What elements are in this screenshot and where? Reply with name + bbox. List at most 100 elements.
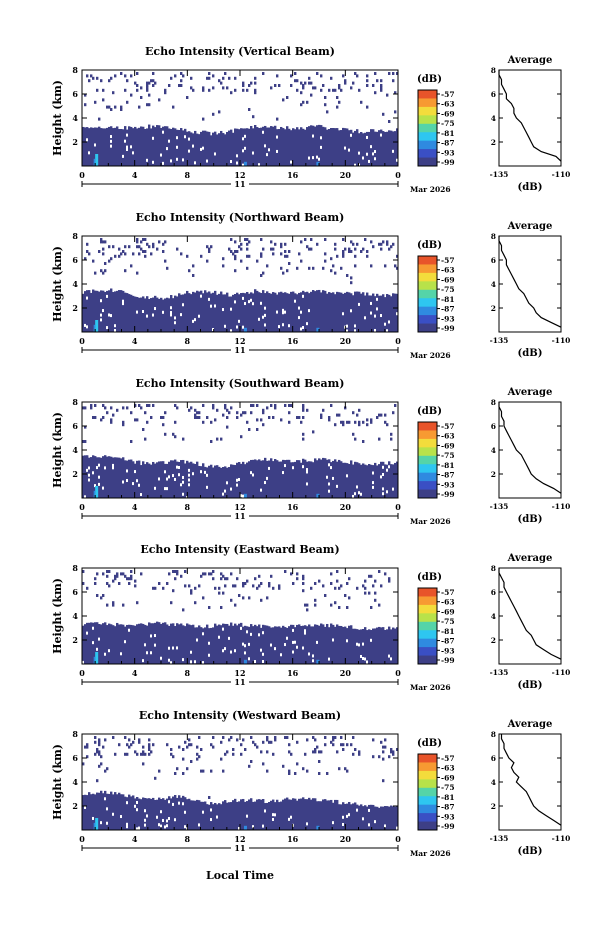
- echo-column: [234, 465, 237, 498]
- colorbar-unit: (dB): [417, 738, 442, 749]
- colorbar-tick-label: -75: [441, 783, 455, 792]
- colorbar-segment: [418, 256, 437, 265]
- echo-column: [200, 466, 203, 498]
- echo-column: [146, 296, 149, 332]
- echo-speckle: [136, 752, 139, 756]
- echo-gap: [308, 309, 311, 313]
- echo-column: [198, 465, 201, 498]
- echo-gap: [182, 303, 185, 307]
- echo-column: [252, 459, 255, 498]
- echo-speckle: [222, 86, 225, 90]
- echo-column: [320, 125, 323, 166]
- echo-column: [280, 627, 283, 664]
- x-tick-label: 8: [185, 336, 191, 346]
- echo-gap: [82, 660, 85, 664]
- y-tick-label: 2: [72, 303, 78, 313]
- echo-gap: [162, 161, 165, 165]
- echo-column: [182, 795, 185, 830]
- echo-column: [112, 128, 115, 166]
- echo-column: [380, 129, 383, 166]
- echo-speckle: [162, 423, 165, 427]
- echo-column: [362, 133, 365, 166]
- echo-speckle: [150, 750, 153, 754]
- echo-gap: [306, 468, 309, 472]
- echo-column: [128, 794, 131, 830]
- echo-speckle: [100, 269, 103, 273]
- echo-speckle: [110, 418, 113, 422]
- echo-speckle: [274, 406, 277, 410]
- date-label: Mar 2026: [410, 185, 451, 194]
- echo-gap: [128, 628, 131, 632]
- echo-speckle: [380, 242, 383, 246]
- echo-speckle: [164, 240, 167, 244]
- echo-gap: [292, 628, 295, 632]
- echo-gap: [134, 470, 137, 474]
- strong-echo-streak: [316, 327, 320, 332]
- echo-speckle: [314, 603, 317, 607]
- echo-column: [224, 134, 227, 166]
- strong-echo-streak: [93, 656, 96, 664]
- echo-column: [354, 461, 357, 498]
- echo-column: [314, 798, 317, 830]
- echo-gap: [242, 149, 245, 153]
- echo-column: [164, 126, 167, 166]
- echo-speckle: [352, 432, 355, 436]
- echo-column: [124, 292, 127, 332]
- inset-profile-line: [498, 236, 562, 328]
- echo-gap: [176, 145, 179, 149]
- date-label-bg: [231, 677, 249, 687]
- echo-column: [358, 463, 361, 498]
- echo-column: [104, 128, 107, 166]
- echo-gap: [352, 494, 355, 498]
- inset-x-tick-label: -135: [490, 502, 509, 511]
- echo-column: [96, 290, 99, 332]
- colorbar-tick-label: -57: [441, 422, 455, 431]
- echo-speckle: [232, 584, 235, 588]
- echo-column: [196, 461, 199, 498]
- echo-speckle: [240, 259, 243, 263]
- echo-speckle: [206, 259, 209, 263]
- echo-speckle: [86, 250, 89, 253]
- inset-frame: [498, 733, 562, 831]
- echo-gap: [274, 647, 277, 651]
- echo-speckle: [146, 420, 149, 424]
- echo-column: [246, 626, 249, 664]
- echo-speckle: [170, 752, 173, 756]
- echo-speckle: [340, 266, 343, 270]
- echo-speckle: [228, 738, 231, 742]
- echo-column: [204, 290, 207, 332]
- echo-gap: [330, 466, 333, 470]
- echo-column: [268, 460, 271, 498]
- echo-column: [160, 461, 163, 498]
- echo-gap: [396, 826, 399, 830]
- echo-speckle: [158, 98, 161, 102]
- echo-speckle: [288, 772, 291, 775]
- echo-gap: [354, 329, 357, 333]
- echo-column: [242, 461, 245, 498]
- echo-column: [274, 626, 277, 664]
- echo-speckle: [248, 84, 251, 87]
- strong-echo-streak: [243, 327, 247, 332]
- echo-speckle: [212, 112, 215, 116]
- echo-column: [290, 799, 293, 830]
- echo-speckle: [124, 74, 127, 78]
- echo-speckle: [128, 577, 131, 581]
- echo-column: [118, 457, 121, 498]
- inset-y-tick-label: 4: [491, 778, 496, 787]
- echo-speckle: [136, 240, 139, 244]
- echo-speckle: [208, 606, 211, 609]
- colorbar-tick-label: -57: [441, 256, 455, 265]
- echo-speckle: [222, 76, 225, 80]
- echo-column: [210, 464, 213, 498]
- echo-speckle: [142, 750, 145, 754]
- echo-speckle: [302, 86, 305, 90]
- echo-column: [204, 627, 207, 664]
- echo-gap: [188, 483, 191, 487]
- echo-column: [134, 798, 137, 830]
- echo-column: [356, 804, 359, 830]
- y-tick-label: 6: [72, 421, 78, 431]
- inset-x-tick-label: -110: [552, 170, 571, 179]
- echo-column: [302, 290, 305, 332]
- colorbar-unit: (dB): [417, 240, 442, 251]
- echo-speckle: [164, 432, 167, 436]
